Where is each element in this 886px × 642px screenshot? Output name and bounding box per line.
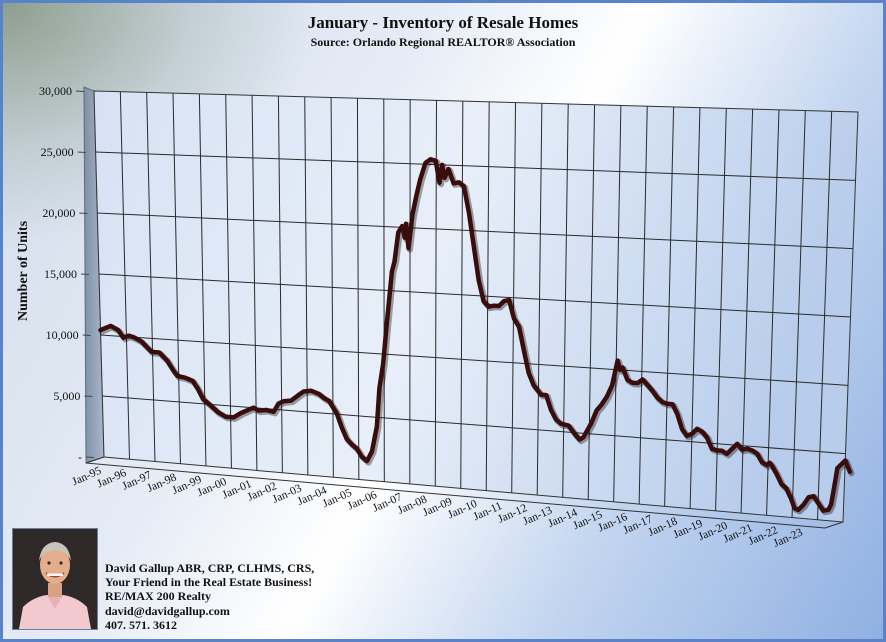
y-tick-mark [75,90,85,92]
plot-area [93,90,859,523]
y-tick-mark [82,334,91,336]
chart-title: January - Inventory of Resale Homes [308,13,579,32]
y-tick-label: 30,000 [39,84,72,98]
floor-left-edge [85,456,105,464]
chart-subtitle: Source: Orlando Regional REALTOR® Associ… [311,35,576,49]
agent-company: RE/MAX 200 Realty [105,589,211,604]
y-tick-mark [79,212,88,214]
floor-right-edge [824,521,844,529]
y-tick-labels: - 5,000 10,000 15,000 20,000 25,000 30,000 [39,84,95,464]
y-tick-mark [80,273,90,275]
y-tick-mark [84,395,93,397]
agent-phone: 407. 571. 3612 [105,617,177,632]
y-axis-label: Number of Units [16,220,31,321]
agent-email: david@davidgallup.com [105,603,230,618]
horizontal-gridlines [95,151,856,455]
gridline-horizontal [95,151,856,181]
y-tick-label: 10,000 [46,328,79,342]
agent-name: David Gallup ABR, CRP, CLHMS, CRS, [105,561,315,575]
x-axis-line [85,462,826,529]
y-tick-label: 5,000 [53,389,80,403]
y-tick-label: 20,000 [42,206,75,220]
agent-tagline: Your Friend in the Real Estate Business! [105,575,313,590]
chart-canvas: January - Inventory of Resale Homes Sour… [16,13,859,550]
gridline-horizontal [102,395,846,455]
y-tick-mark [85,456,95,458]
series-layer [98,157,855,516]
series-line [98,157,853,513]
y-tick-label: 25,000 [41,145,74,159]
y-tick-mark [77,151,86,153]
agent-photo [12,528,98,630]
agent-contact-card: David Gallup ABR, CRP, CLHMS, CRS, Your … [105,561,405,632]
gridline-horizontal [100,334,849,386]
gridline-horizontal [97,212,854,250]
y-tick-label: 15,000 [44,267,77,281]
y-tick-label: - [78,450,82,464]
gridline-horizontal [98,273,851,318]
agent-portrait-icon [13,529,97,629]
